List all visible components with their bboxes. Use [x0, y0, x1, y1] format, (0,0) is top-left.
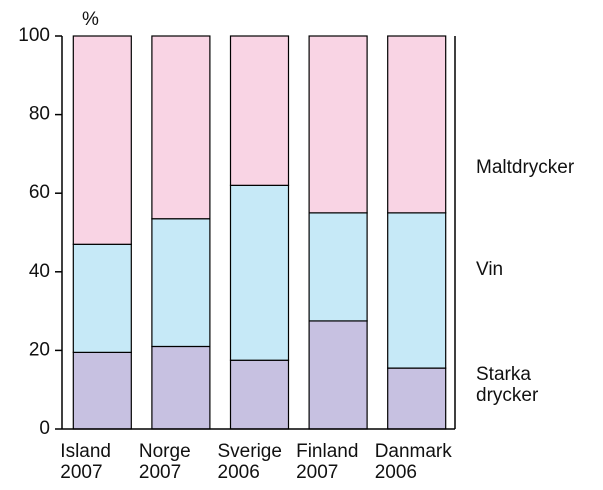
bar-segment: [308, 212, 368, 322]
bar-segment: [229, 359, 290, 430]
bar-segment: [308, 320, 368, 430]
x-tick-label: Finland 2007: [296, 441, 359, 483]
bar-segment: [387, 367, 447, 430]
bar-segment: [151, 218, 211, 348]
y-tick-label: 80: [29, 104, 50, 125]
bar-segment: [229, 184, 290, 361]
x-tick-label: Norge 2007: [138, 441, 191, 483]
bar-segment: [308, 35, 368, 214]
y-tick-label: 100: [18, 25, 50, 46]
bar-segment: [229, 35, 290, 186]
y-tick-label: 40: [29, 261, 50, 282]
bar-segment: [151, 35, 211, 220]
bar-segment: [72, 243, 132, 353]
bar-segment: [72, 35, 132, 245]
legend-label: Starka drycker: [476, 364, 539, 406]
legend-label: Maltdrycker: [476, 157, 575, 178]
x-tick-label: Sverige 2006: [217, 441, 282, 483]
y-tick-label: 20: [29, 339, 50, 360]
legend-label: Vin: [476, 259, 504, 280]
y-tick-label: 60: [29, 182, 50, 203]
bar-segment: [151, 345, 211, 430]
y-tick-label: 0: [39, 418, 50, 439]
bar-segment: [387, 212, 447, 369]
x-tick-label: Danmark 2006: [374, 441, 452, 483]
x-tick-label: Island 2007: [60, 441, 111, 483]
bar-segment: [387, 35, 447, 214]
y-axis-label: %: [82, 9, 99, 30]
bar-segment: [72, 351, 132, 430]
